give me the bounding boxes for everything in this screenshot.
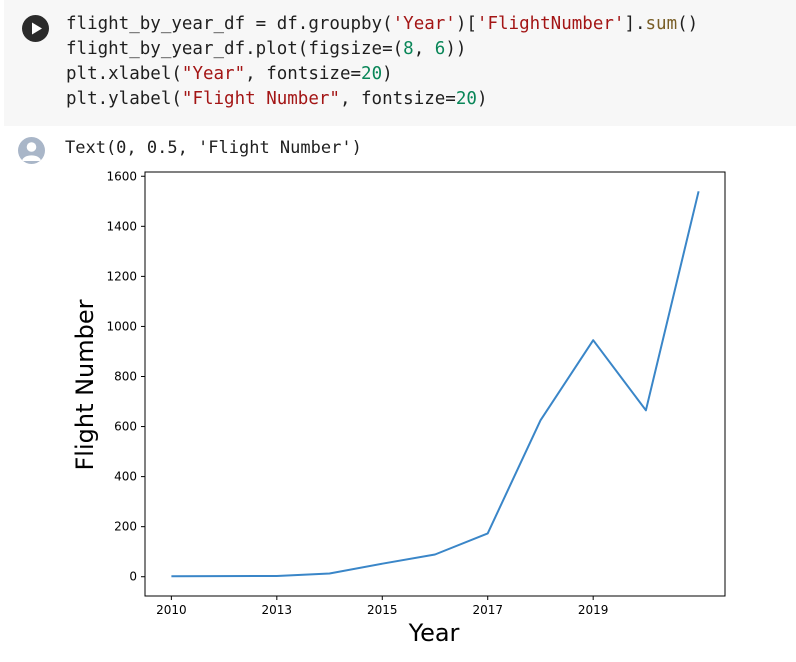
y-tick-label: 1200 — [106, 269, 137, 283]
code-token: ]. — [624, 14, 646, 34]
y-tick-label: 600 — [114, 420, 137, 434]
series-line — [171, 191, 700, 578]
code-token: sum — [645, 14, 678, 34]
y-tick-label: 1600 — [106, 169, 137, 183]
y-tick-label: 1000 — [106, 319, 137, 333]
x-tick-label: 2019 — [578, 603, 609, 617]
code-editor[interactable]: flight_by_year_df = df.groupby('Year')['… — [66, 12, 698, 112]
code-token: )) — [445, 39, 467, 59]
code-token: plt.xlabel( — [66, 64, 182, 84]
code-token: ) — [382, 64, 393, 84]
code-token: "Flight Number" — [181, 89, 340, 109]
code-token: )[ — [455, 14, 477, 34]
code-token: , — [413, 39, 435, 59]
x-tick-label: 2013 — [262, 603, 293, 617]
run-cell-button[interactable] — [22, 15, 49, 42]
code-token: 6 — [434, 39, 446, 59]
code-token: plt.ylabel( — [66, 89, 182, 109]
code-token: 'FlightNumber' — [476, 14, 625, 34]
code-token: , fontsize= — [339, 89, 456, 109]
code-token: "Year" — [181, 64, 246, 84]
x-tick-label: 2015 — [367, 603, 398, 617]
x-axis-label: Year — [408, 619, 460, 647]
y-tick-label: 1400 — [106, 219, 137, 233]
code-token: () — [677, 14, 699, 34]
output-text: Text(0, 0.5, 'Flight Number') — [65, 138, 362, 158]
y-tick-label: 0 — [129, 570, 137, 584]
code-token: flight_by_year_df = df.groupby( — [66, 14, 393, 34]
code-token: flight_by_year_df.plot(figsize=( — [66, 39, 404, 59]
code-token: 20 — [361, 64, 383, 84]
code-token: 8 — [403, 39, 414, 59]
x-tick-label: 2010 — [156, 603, 187, 617]
plot-area — [144, 171, 726, 597]
code-cell[interactable]: flight_by_year_df = df.groupby('Year')['… — [4, 0, 796, 126]
play-icon — [32, 22, 42, 35]
y-tick-label: 800 — [114, 369, 137, 383]
y-tick-label: 400 — [114, 470, 137, 484]
y-tick-label: 200 — [114, 520, 137, 534]
y-axis-label: Flight Number — [71, 299, 99, 470]
code-token: ) — [476, 89, 488, 109]
code-token: , fontsize= — [245, 64, 362, 84]
user-avatar-icon — [18, 137, 45, 164]
code-token: 'Year' — [392, 14, 456, 34]
x-tick-label: 2017 — [472, 603, 503, 617]
code-token: 20 — [455, 89, 477, 109]
